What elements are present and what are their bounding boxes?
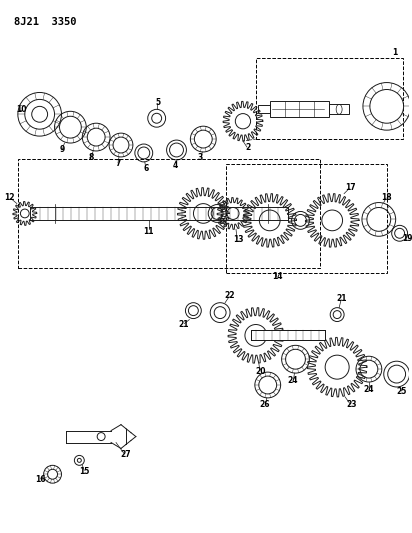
Bar xyxy=(270,101,329,117)
Text: 21: 21 xyxy=(337,294,347,303)
Text: 5: 5 xyxy=(155,98,160,107)
Text: 1: 1 xyxy=(392,49,397,58)
Text: 4: 4 xyxy=(173,161,178,171)
Text: 6: 6 xyxy=(143,164,148,173)
Text: 20: 20 xyxy=(255,367,266,376)
Bar xyxy=(226,164,387,273)
Text: 10: 10 xyxy=(16,105,27,114)
Text: 7: 7 xyxy=(115,159,121,168)
Text: 15: 15 xyxy=(79,467,89,476)
Bar xyxy=(251,330,325,341)
Text: 26: 26 xyxy=(260,400,270,409)
Text: 8J21  3350: 8J21 3350 xyxy=(14,17,76,27)
Bar xyxy=(18,159,320,268)
Text: 13: 13 xyxy=(233,235,243,244)
Text: 17: 17 xyxy=(345,183,356,192)
Bar xyxy=(329,104,349,114)
Text: 3: 3 xyxy=(198,154,203,163)
Bar xyxy=(258,106,270,114)
Text: 24: 24 xyxy=(364,385,374,394)
Text: 27: 27 xyxy=(121,450,131,459)
Text: 8: 8 xyxy=(89,154,94,163)
Text: 18: 18 xyxy=(382,193,392,202)
Text: 23: 23 xyxy=(347,400,357,409)
Bar xyxy=(256,58,403,139)
Text: 12: 12 xyxy=(4,193,14,202)
Text: 21: 21 xyxy=(178,320,189,329)
Text: 25: 25 xyxy=(396,387,407,397)
Text: 22: 22 xyxy=(225,291,235,300)
Text: 14: 14 xyxy=(272,272,283,281)
Text: 9: 9 xyxy=(60,146,65,155)
Text: 16: 16 xyxy=(35,475,46,484)
Text: 24: 24 xyxy=(287,376,298,384)
Text: 2: 2 xyxy=(245,142,250,151)
Text: 19: 19 xyxy=(402,234,412,243)
Text: 11: 11 xyxy=(143,227,154,236)
